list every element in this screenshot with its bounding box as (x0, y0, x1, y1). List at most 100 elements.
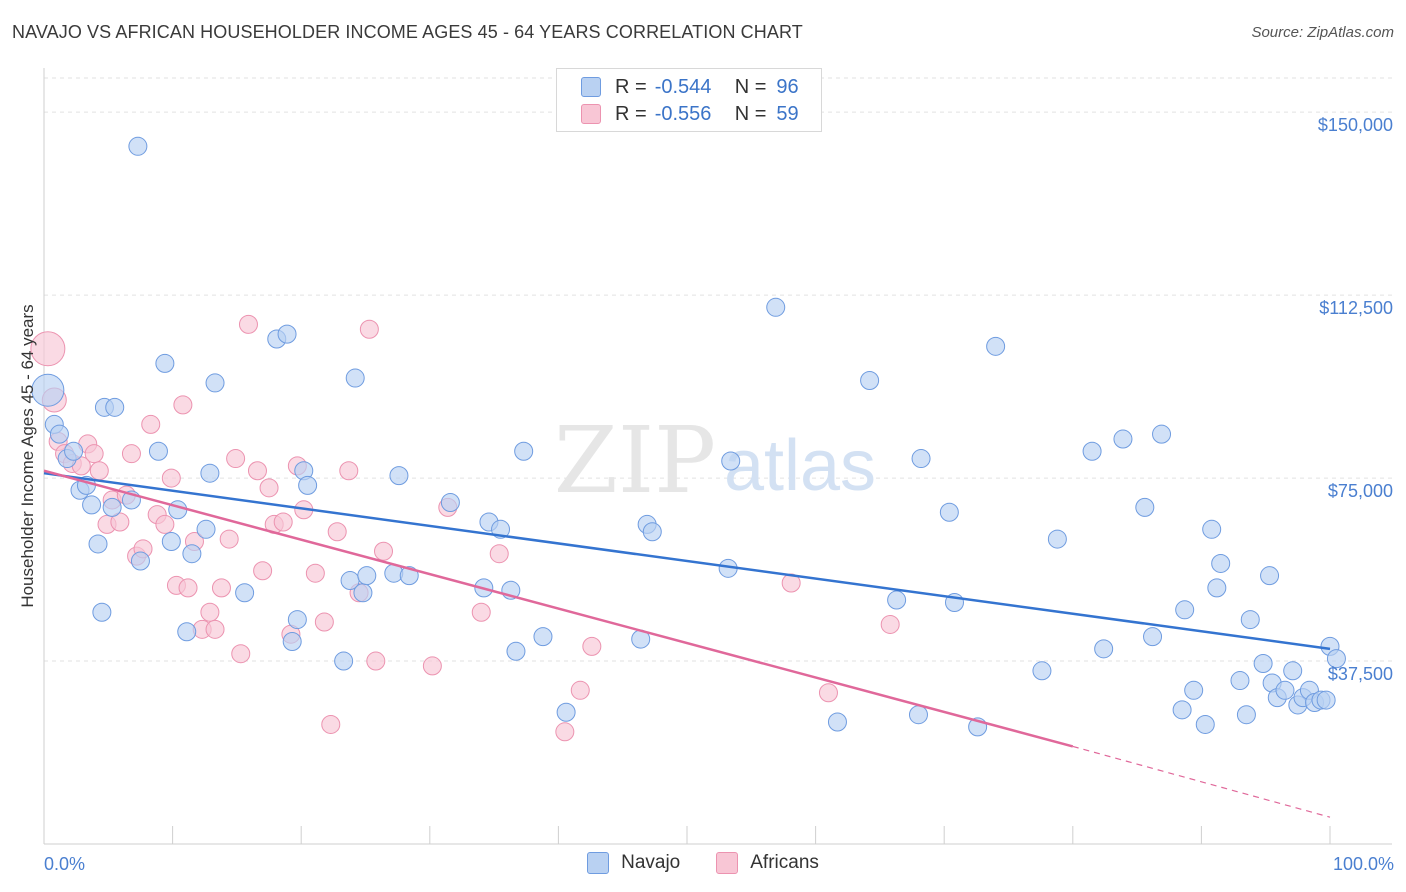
africans-point (89, 461, 109, 481)
africans-point (366, 651, 386, 671)
navajo-trend-line (43, 471, 1331, 651)
africans-legend-label: Africans (750, 852, 819, 873)
navajo-point (1207, 578, 1227, 598)
africans-point (471, 602, 491, 622)
navajo-point (1253, 653, 1273, 673)
navajo-point (1175, 600, 1195, 620)
africans-point (273, 512, 293, 532)
navajo-point (887, 590, 907, 610)
navajo-point (827, 712, 847, 732)
navajo-point (177, 622, 197, 642)
navajo-point (205, 373, 225, 393)
navajo-point (514, 441, 534, 461)
navajo-point (287, 610, 307, 630)
y-tick-label: $37,500 (1328, 664, 1393, 684)
africans-point (253, 561, 273, 581)
legend-n-label: N = (734, 75, 767, 98)
africans-point (339, 461, 359, 481)
legend-r-label: R = (615, 75, 647, 98)
navajo-point (556, 702, 576, 722)
navajo-point (353, 583, 373, 603)
africans-point (880, 614, 900, 634)
navajo-point (148, 441, 168, 461)
navajo-point (235, 583, 255, 603)
navajo-point (130, 551, 150, 571)
navajo-point (766, 297, 786, 317)
navajo-point (1240, 610, 1260, 630)
navajo-point (1316, 690, 1336, 710)
navajo-point (1135, 497, 1155, 517)
africans-point (110, 512, 130, 532)
africans-point (321, 714, 341, 734)
x-tick-marks (172, 826, 1331, 844)
legend-row-navajo: R = -0.544 N = 96 (581, 74, 799, 100)
navajo-point (182, 544, 202, 564)
africans-point (247, 461, 267, 481)
navajo-legend-label: Navajo (621, 852, 681, 873)
navajo-point (1211, 553, 1231, 573)
navajo-point (860, 370, 880, 390)
africans-point (30, 331, 66, 367)
navajo-point (399, 566, 419, 586)
africans-point (155, 514, 175, 534)
legend-item-africans: Africans (716, 852, 819, 874)
navajo-point (911, 449, 931, 469)
legend-r-label: R = (615, 102, 647, 125)
navajo-point (1047, 529, 1067, 549)
watermark-atlas: atlas (724, 426, 876, 506)
navajo-point (200, 463, 220, 483)
navajo-point (161, 532, 181, 552)
africans-point (238, 314, 258, 334)
navajo-point (82, 495, 102, 515)
africans-point (327, 522, 347, 542)
navajo-point (1202, 519, 1222, 539)
africans-trend-extension (1072, 745, 1331, 818)
africans-point (555, 722, 575, 742)
navajo-point (334, 651, 354, 671)
navajo-point (357, 566, 377, 586)
y-tick-label: $112,500 (1319, 298, 1393, 318)
navajo-point (986, 336, 1006, 356)
axes (43, 68, 1392, 845)
africans-point (582, 636, 602, 656)
navajo-point (105, 397, 125, 417)
navajo-point (1113, 429, 1133, 449)
navajo-point (1143, 627, 1163, 647)
africans-point (489, 544, 509, 564)
africans-legend-swatch (716, 852, 739, 874)
legend-row-africans: R = -0.556 N = 59 (581, 101, 799, 127)
navajo-point (277, 324, 297, 344)
navajo-point (389, 466, 409, 486)
navajo-point (908, 705, 928, 725)
navajo-point (345, 368, 365, 388)
navajo-point (1094, 639, 1114, 659)
africans-point (570, 680, 590, 700)
navajo-point (1195, 714, 1215, 734)
trend-lines (43, 469, 1331, 818)
legend-n-value: 96 (776, 75, 799, 98)
navajo-point (155, 353, 175, 373)
navajo-point (1275, 680, 1295, 700)
navajo-point (642, 522, 662, 542)
africans-point (121, 444, 141, 464)
navajo-point (939, 502, 959, 522)
y-tick-label: $75,000 (1328, 481, 1393, 501)
legend-item-navajo: Navajo (587, 852, 680, 874)
navajo-point (102, 497, 122, 517)
legend-n-value: 59 (776, 102, 799, 125)
africans-point (178, 578, 198, 598)
navajo-point (440, 492, 460, 512)
y-tick-labels: $37,500 $75,000 $112,500 $150,000 (1318, 115, 1393, 684)
africans-trend-line (43, 469, 1074, 748)
navajo-point (1283, 661, 1303, 681)
chart-title: NAVAJO VS AFRICAN HOUSEHOLDER INCOME AGE… (12, 22, 803, 42)
watermark-zip: ZIP (554, 407, 716, 514)
africans-point (226, 449, 246, 469)
correlation-legend: R = -0.544 N = 96 R = -0.556 N = 59 (556, 68, 822, 132)
africans-point (141, 414, 161, 434)
navajo-point (1230, 671, 1250, 691)
y-axis-label: Householder Income Ages 45 - 64 years (18, 304, 37, 607)
navajo-point (282, 632, 302, 652)
navajo-point (128, 136, 148, 156)
